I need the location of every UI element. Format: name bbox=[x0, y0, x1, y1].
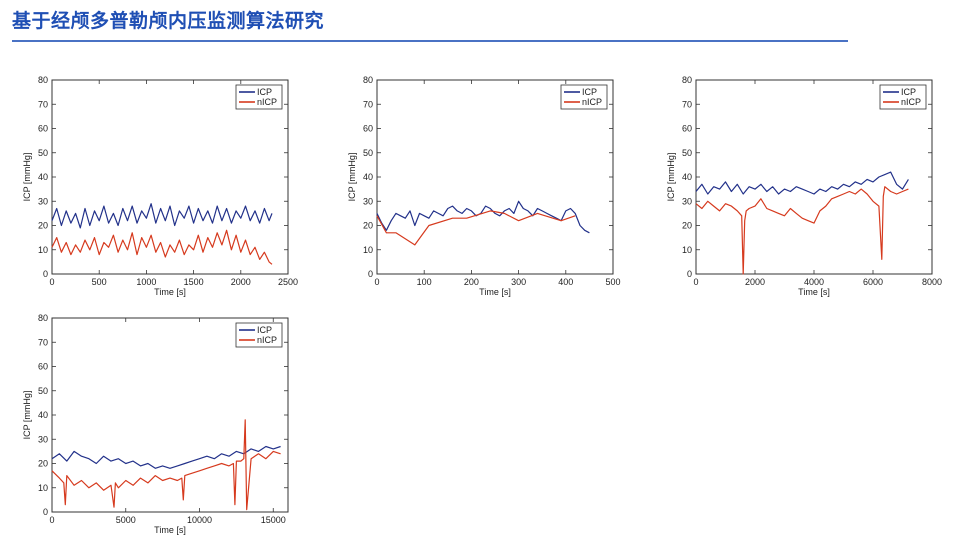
y-tick-label: 50 bbox=[38, 148, 48, 158]
x-tick-label: 2500 bbox=[278, 277, 298, 287]
y-tick-label: 10 bbox=[682, 245, 692, 255]
series-line-icp bbox=[51, 445, 281, 469]
y-tick-label: 60 bbox=[363, 124, 373, 134]
y-tick-label: 50 bbox=[363, 148, 373, 158]
x-tick-label: 5000 bbox=[116, 515, 136, 525]
x-axis-label: Time [s] bbox=[154, 525, 186, 535]
x-tick-label: 2000 bbox=[745, 277, 765, 287]
y-tick-label: 60 bbox=[682, 124, 692, 134]
y-axis-label: ICP [mmHg] bbox=[22, 391, 32, 440]
y-tick-label: 0 bbox=[368, 269, 373, 279]
x-tick-label: 500 bbox=[92, 277, 107, 287]
x-tick-label: 200 bbox=[464, 277, 479, 287]
page-title: 基于经颅多普勒颅内压监测算法研究 bbox=[12, 10, 325, 32]
legend-box bbox=[235, 84, 283, 110]
y-tick-label: 40 bbox=[682, 172, 692, 182]
series-line-nicp bbox=[51, 419, 281, 511]
legend-entry: ICP bbox=[257, 87, 272, 97]
y-tick-label: 0 bbox=[43, 507, 48, 517]
plot-frame bbox=[376, 79, 614, 275]
y-tick-label: 70 bbox=[38, 99, 48, 109]
chart-1: 0 10 20 30 40 50 60 70 80 0 500 1000 1500 2000 2500 Tim… bbox=[18, 70, 308, 302]
y-tick-label: 70 bbox=[363, 99, 373, 109]
x-tick-label: 2000 bbox=[231, 277, 251, 287]
y-tick-label: 10 bbox=[38, 245, 48, 255]
y-tick-label: 0 bbox=[43, 269, 48, 279]
y-axis-label: ICP [mmHg] bbox=[347, 153, 357, 202]
chart-4: 0 10 20 30 40 50 60 70 80 0 5000 10000 15000 Time [s]… bbox=[18, 308, 308, 540]
x-tick-label: 1500 bbox=[184, 277, 204, 287]
x-tick-label: 0 bbox=[49, 277, 54, 287]
x-tick-label: 6000 bbox=[863, 277, 883, 287]
y-tick-label: 70 bbox=[682, 99, 692, 109]
y-tick-label: 40 bbox=[363, 172, 373, 182]
x-tick-label: 1000 bbox=[136, 277, 156, 287]
y-tick-label: 20 bbox=[682, 221, 692, 231]
y-tick-label: 30 bbox=[38, 196, 48, 206]
y-tick-label: 70 bbox=[38, 337, 48, 347]
y-tick-label: 80 bbox=[38, 75, 48, 85]
series-line-icp bbox=[376, 200, 590, 234]
y-tick-label: 20 bbox=[38, 221, 48, 231]
x-tick-label: 8000 bbox=[922, 277, 942, 287]
x-tick-label: 10000 bbox=[187, 515, 212, 525]
x-tick-label: 0 bbox=[49, 515, 54, 525]
y-tick-label: 60 bbox=[38, 124, 48, 134]
y-tick-label: 80 bbox=[38, 313, 48, 323]
x-axis-label: Time [s] bbox=[479, 287, 511, 297]
y-axis-label: ICP [mmHg] bbox=[666, 153, 676, 202]
y-tick-label: 30 bbox=[38, 434, 48, 444]
legend-box bbox=[560, 84, 608, 110]
y-tick-label: 30 bbox=[682, 196, 692, 206]
x-tick-label: 100 bbox=[417, 277, 432, 287]
legend-entry: nICP bbox=[257, 97, 277, 107]
chart-2: 0 10 20 30 40 50 60 70 80 0 100 200 300 400 500 Time [s… bbox=[343, 70, 633, 302]
y-tick-label: 20 bbox=[363, 221, 373, 231]
x-axis-label: Time [s] bbox=[798, 287, 830, 297]
title-divider bbox=[12, 40, 848, 42]
y-tick-label: 50 bbox=[38, 386, 48, 396]
y-tick-label: 10 bbox=[363, 245, 373, 255]
x-tick-label: 300 bbox=[511, 277, 526, 287]
x-tick-label: 500 bbox=[605, 277, 620, 287]
legend-entry: ICP bbox=[901, 87, 916, 97]
x-tick-label: 0 bbox=[693, 277, 698, 287]
legend-entry: nICP bbox=[582, 97, 602, 107]
y-tick-label: 50 bbox=[682, 148, 692, 158]
y-tick-label: 0 bbox=[687, 269, 692, 279]
legend-entry: nICP bbox=[257, 335, 277, 345]
y-tick-label: 40 bbox=[38, 410, 48, 420]
x-tick-label: 4000 bbox=[804, 277, 824, 287]
series-line-nicp bbox=[51, 229, 273, 265]
y-tick-label: 40 bbox=[38, 172, 48, 182]
legend-box bbox=[235, 322, 283, 348]
legend-entry: ICP bbox=[257, 325, 272, 335]
legend-box bbox=[879, 84, 927, 110]
x-tick-label: 0 bbox=[374, 277, 379, 287]
y-tick-label: 60 bbox=[38, 362, 48, 372]
y-tick-label: 80 bbox=[682, 75, 692, 85]
plot-frame bbox=[51, 79, 289, 275]
x-tick-label: 400 bbox=[558, 277, 573, 287]
chart-3: 0 10 20 30 40 50 60 70 80 0 2000 4000 6000 8000 Time [… bbox=[662, 70, 952, 302]
y-tick-label: 80 bbox=[363, 75, 373, 85]
y-axis-label: ICP [mmHg] bbox=[22, 153, 32, 202]
series-line-nicp bbox=[376, 210, 576, 246]
x-tick-label: 15000 bbox=[261, 515, 286, 525]
y-tick-label: 30 bbox=[363, 196, 373, 206]
y-tick-label: 10 bbox=[38, 483, 48, 493]
series-line-nicp bbox=[695, 186, 909, 275]
legend-entry: ICP bbox=[582, 87, 597, 97]
x-axis-label: Time [s] bbox=[154, 287, 186, 297]
series-line-icp bbox=[51, 203, 273, 229]
y-tick-label: 20 bbox=[38, 459, 48, 469]
series-line-icp bbox=[695, 171, 909, 195]
legend-entry: nICP bbox=[901, 97, 921, 107]
